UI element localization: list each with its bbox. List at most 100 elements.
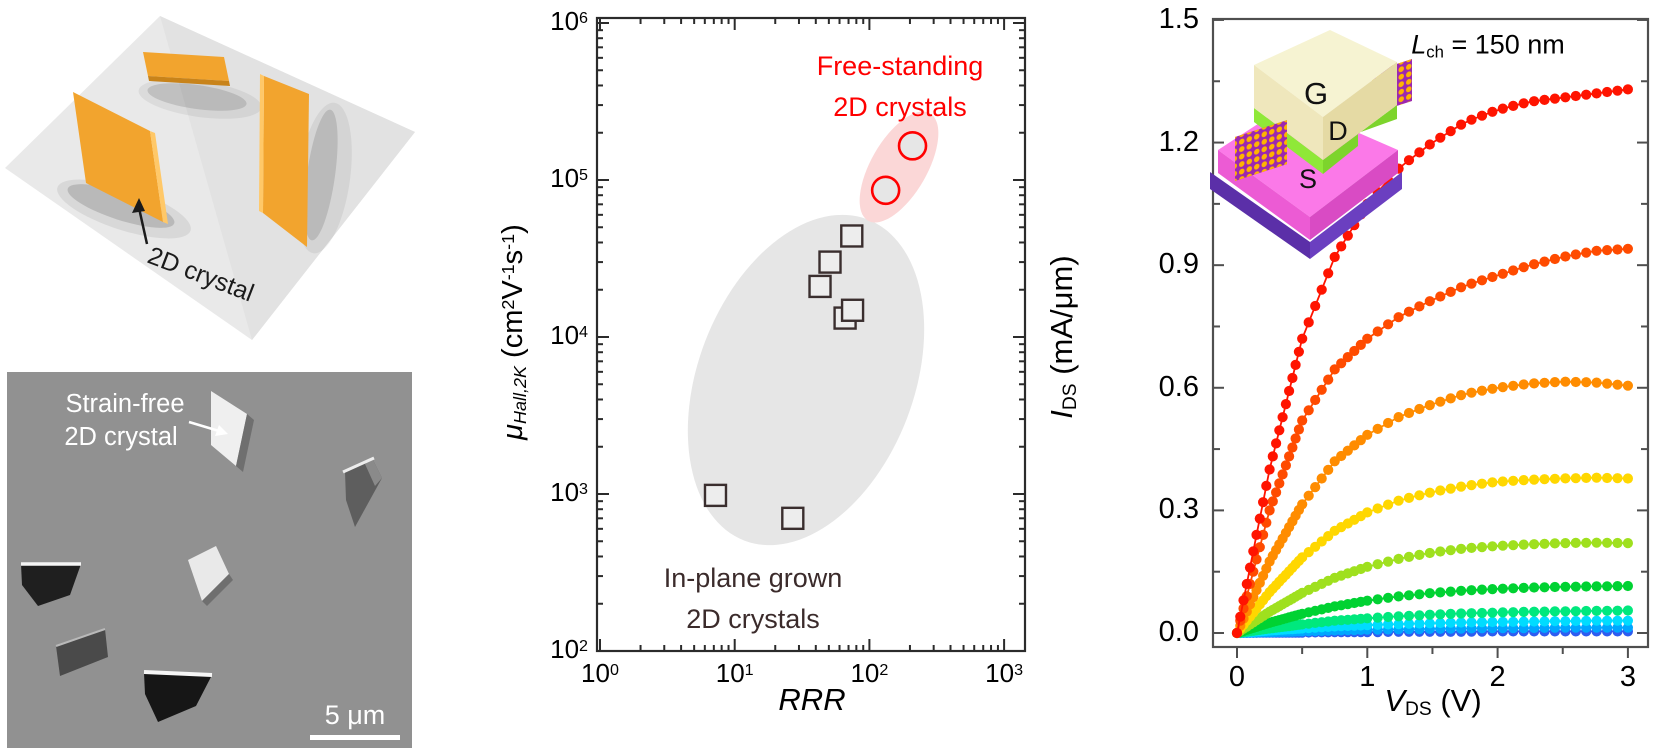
output-curve-dot [1284, 385, 1295, 397]
output-curve-dot [1445, 483, 1456, 494]
output-curve-dot [1271, 487, 1282, 498]
output-curve-dot [1435, 132, 1446, 143]
output-curve-dot [1549, 538, 1560, 549]
output-curve-dot [1539, 538, 1550, 549]
output-curve-dot [1622, 243, 1633, 254]
output-curve-dot [1612, 581, 1623, 592]
output-curve-dot [1372, 559, 1383, 570]
output-curve-dot [1560, 616, 1571, 627]
output-curve-dot [1316, 473, 1327, 484]
output-curve-dot [1622, 622, 1633, 633]
output-curve-dot [1602, 245, 1613, 256]
output-curve-dot [1570, 376, 1581, 388]
scale-bar-line [310, 735, 400, 740]
output-curve-dot [1549, 377, 1560, 388]
output-curve-dot [1393, 312, 1404, 323]
output-curve-dot [1336, 358, 1347, 369]
tick-label: 2 [1489, 661, 1506, 693]
output-curve-dot [1323, 464, 1334, 475]
tick-label: 1.5 [1158, 2, 1199, 35]
output-curve-dot [1456, 282, 1467, 293]
output-curve-dot [1497, 103, 1508, 114]
output-curve-dot [1445, 393, 1456, 404]
output-curve-dot [1476, 275, 1488, 286]
output-curve-dot [1251, 554, 1262, 565]
output-curve-dot [1231, 627, 1243, 639]
output-curve-dot [1303, 490, 1314, 501]
output-curve-dot [1612, 379, 1623, 390]
output-curve-dot [1264, 505, 1275, 516]
arrow-line [137, 207, 149, 245]
output-curve-dot [1355, 339, 1366, 350]
output-curve-dot [1414, 403, 1425, 415]
output-curve-dot [1518, 98, 1529, 109]
output-curve-dot [1497, 382, 1508, 393]
data-point-circle [870, 175, 901, 206]
tick-label: 1.2 [1158, 125, 1199, 158]
output-curve-dot [1539, 94, 1550, 105]
output-curve-dot [1424, 487, 1435, 498]
output-curve-dot [1602, 378, 1613, 389]
output-curve-dot [1424, 547, 1435, 559]
output-curve-dot [1518, 475, 1529, 486]
output-curve-dot [1336, 241, 1347, 252]
output-curve-dot [1581, 89, 1592, 100]
output-curve-dot [1581, 247, 1592, 258]
output-curve-dot [1414, 589, 1425, 600]
output-curve-dot [1518, 582, 1529, 594]
output-curve-dot [1277, 469, 1288, 480]
tick-label: 101 [715, 658, 754, 688]
output-curve-dot [1487, 383, 1498, 394]
output-curve-dot [1487, 541, 1498, 552]
output-curve-dot [1591, 472, 1602, 483]
output-curve-dot [1570, 90, 1581, 102]
output-curve-dot [1508, 265, 1519, 276]
output-curve-dot [1424, 618, 1435, 629]
output-curve-dot [1261, 480, 1272, 491]
tick-label: 102 [550, 634, 588, 664]
output-curve-dot [1271, 438, 1282, 449]
output-curve-dot [1456, 585, 1467, 596]
scatter-x-axis-label: RRR [778, 682, 846, 717]
tick-label: 0.9 [1158, 248, 1199, 281]
output-curve-dot [1329, 251, 1340, 263]
output-curve-dot [1581, 537, 1592, 548]
output-curve-dot [1508, 380, 1519, 391]
output-curve-dot [1274, 425, 1285, 436]
output-curve-dot [1445, 545, 1456, 556]
channel-right [1323, 105, 1397, 174]
output-curve-dot [1529, 474, 1540, 485]
transistor-inset: G S D [1198, 26, 1414, 262]
output-curve-dot [1476, 385, 1488, 396]
in-plane-region [687, 214, 925, 546]
output-curve-dot [1539, 616, 1550, 627]
output-curve-dot [1362, 429, 1373, 440]
output-curve-dot [1445, 586, 1456, 597]
output-curve-dot [1303, 405, 1314, 416]
output-curve-dot [1539, 256, 1550, 267]
in-plane-annotation: In-plane grown 2D crystals [663, 563, 843, 634]
output-curve-dot [1560, 376, 1571, 387]
output-curve-dot [1529, 616, 1540, 627]
scale-bar-label: 5 μm [325, 700, 386, 730]
output-curve-dot [1310, 300, 1321, 312]
output-curve-dot [1591, 615, 1602, 626]
output-curve-dot [1581, 615, 1592, 627]
output-curve-dot [1581, 581, 1592, 592]
output-curve-dot [1323, 374, 1334, 385]
output-curve-dot [1414, 301, 1425, 312]
output-curve-dot [1362, 507, 1373, 518]
free-standing-annotation: Free-standing 2D crystals [816, 51, 984, 122]
output-curve-dot [1560, 473, 1571, 484]
output-curve-dot [1403, 610, 1415, 621]
gate-front-left [1254, 65, 1323, 160]
output-curve-dot [1424, 139, 1435, 150]
output-y-axis-label: IDS (mA/μm) [1043, 255, 1082, 419]
sem-crystals [21, 391, 382, 722]
output-curve-dot [1508, 583, 1519, 594]
output-curve-dot [1414, 618, 1425, 629]
output-curve-dot [1435, 546, 1446, 557]
output-curve-dot [1622, 380, 1633, 391]
output-curve-dot [1508, 540, 1519, 551]
